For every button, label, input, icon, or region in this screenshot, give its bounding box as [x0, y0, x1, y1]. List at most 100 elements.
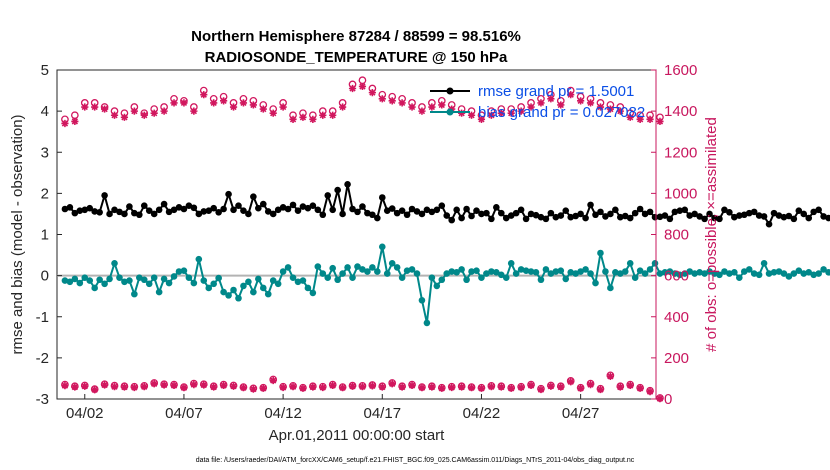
rmse-point: [671, 208, 679, 216]
obs_assimilated-point: [636, 115, 644, 123]
obs_low_assimilated-point: [448, 383, 456, 392]
rmse-point: [408, 205, 416, 213]
rmse-point: [190, 204, 198, 212]
rmse-point: [433, 206, 441, 214]
rmse-point: [497, 209, 505, 217]
rmse-point: [686, 212, 694, 219]
rmse-point: [785, 212, 793, 220]
rmse-point: [537, 213, 545, 221]
rmse-point: [81, 206, 89, 214]
bias-point: [502, 274, 510, 281]
rmse-point: [810, 208, 817, 216]
rmse-point: [200, 208, 208, 215]
rmse-point: [607, 210, 614, 218]
rmse-point: [602, 213, 609, 220]
bias-point: [567, 269, 575, 276]
obs_low_assimilated-point: [210, 383, 218, 391]
bias-point: [468, 268, 475, 275]
obs_assimilated-point: [279, 103, 287, 111]
bias-point: [408, 266, 416, 273]
obs_assimilated-point: [358, 82, 367, 91]
bias-point: [185, 274, 193, 281]
rmse-point: [195, 210, 203, 218]
bias-point: [349, 274, 356, 281]
obs_low_assimilated-point: [269, 376, 277, 385]
bias-point: [443, 270, 451, 277]
bias-point: [542, 266, 550, 273]
x-tick-label: 04/27: [562, 405, 600, 422]
rmse-point: [274, 206, 282, 214]
rmse-point: [388, 205, 396, 212]
rmse-point: [701, 215, 708, 223]
obs_assimilated-point: [547, 95, 555, 103]
rmse-point: [309, 202, 317, 210]
bias-point: [453, 269, 460, 276]
bias-point: [706, 268, 713, 275]
y-tick-label-left: 3: [41, 144, 49, 161]
bias-point: [493, 269, 500, 276]
obs_assimilated-point: [388, 97, 396, 105]
rmse-point: [279, 204, 287, 211]
bias-point: [393, 264, 401, 271]
bias-point: [552, 268, 560, 275]
obs_assimilated-point: [487, 111, 495, 119]
obs_assimilated-point: [160, 107, 168, 115]
y-tick-label-left: 4: [41, 103, 49, 120]
rmse-point: [393, 209, 401, 217]
bias-point: [736, 274, 743, 281]
bias-point: [825, 269, 830, 276]
legend-rmse-label: rmse grand pr = 1.5001: [478, 83, 634, 100]
obs_assimilated-point: [329, 111, 337, 119]
rmse-point: [636, 205, 644, 213]
bias-point: [701, 270, 708, 277]
rmse-point: [493, 204, 500, 211]
rmse-point: [473, 207, 480, 214]
bias-point: [626, 259, 634, 267]
y-tick-label-left: 0: [41, 268, 49, 285]
bias-point: [76, 279, 84, 287]
obs_assimilated-point: [319, 111, 327, 119]
rmse-point: [765, 220, 773, 228]
obs_assimilated-point: [626, 113, 634, 121]
rmse-point: [165, 208, 173, 216]
bias-point: [121, 278, 128, 286]
bias-point: [66, 278, 74, 286]
bias-point: [716, 271, 723, 279]
bias-point: [755, 271, 763, 279]
rmse-point: [413, 208, 421, 215]
bias-point: [512, 270, 520, 277]
rmse-point: [269, 210, 277, 218]
data-file-footnote: data file: /Users/raeder/DAI/ATM_forcXX/…: [196, 457, 635, 464]
bias-point: [810, 271, 817, 279]
bias-point: [651, 259, 659, 267]
bias-point: [398, 274, 406, 281]
obs_low_assimilated-point: [160, 381, 168, 389]
rmse-point: [562, 207, 570, 214]
bias-point: [111, 259, 118, 267]
rmse-point: [428, 208, 436, 216]
bias-point: [81, 274, 89, 281]
obs_low_assimilated-point: [557, 383, 565, 391]
rmse-point: [696, 213, 703, 220]
bias-point: [483, 270, 490, 277]
rmse-point: [140, 202, 148, 210]
rmse-point: [532, 211, 540, 219]
bias-point: [497, 271, 505, 279]
bias-point: [527, 268, 535, 275]
bias-point: [785, 273, 793, 280]
bias-point: [775, 268, 783, 275]
rmse-point: [507, 212, 515, 219]
obs_low_assimilated-point: [527, 381, 535, 390]
bias-point: [155, 288, 163, 296]
y-tick-label-left: -3: [36, 391, 49, 408]
rmse-point: [676, 207, 684, 214]
y-tick-label-left: 1: [41, 227, 49, 244]
obs_assimilated-point: [210, 99, 218, 107]
bias-point: [438, 276, 446, 284]
obs_low_assimilated-point: [81, 382, 89, 390]
bias-point: [200, 277, 208, 284]
y-tick-label-left: 2: [41, 185, 49, 202]
bias-point: [175, 268, 183, 275]
bias-point: [646, 266, 654, 273]
obs_assimilated-point: [61, 119, 69, 128]
